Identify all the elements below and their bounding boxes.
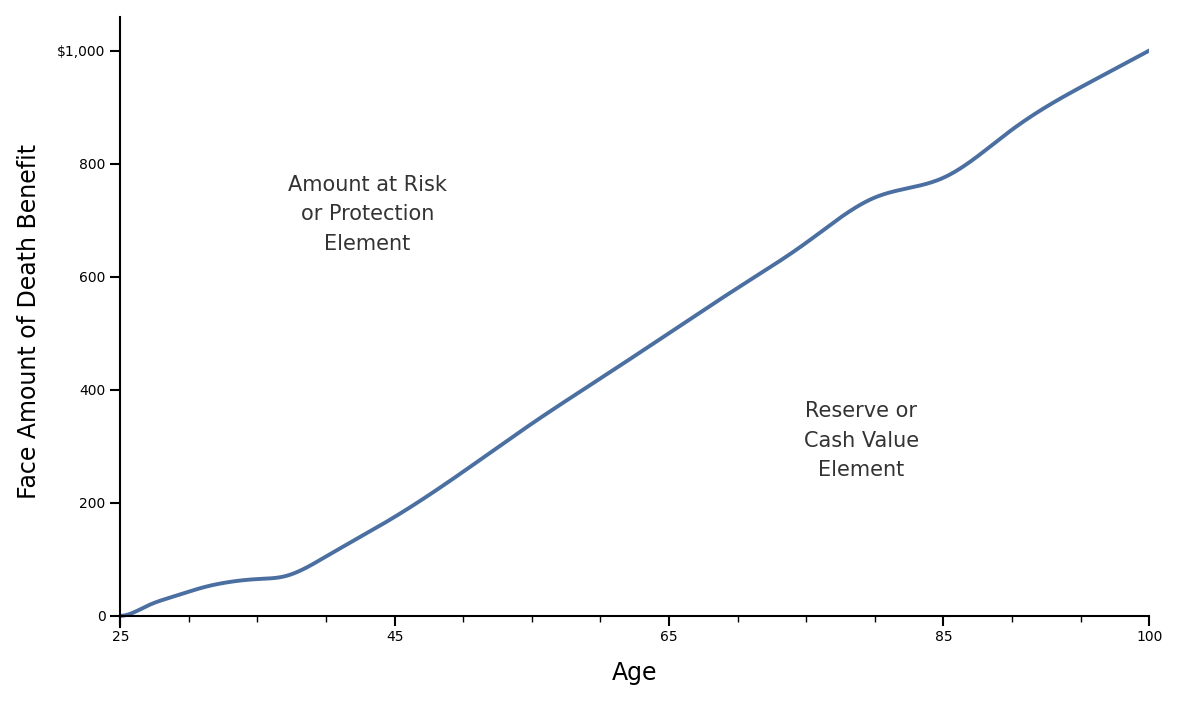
Y-axis label: Face Amount of Death Benefit: Face Amount of Death Benefit [17,144,40,499]
X-axis label: Age: Age [612,661,658,685]
Text: Amount at Risk
or Protection
Element: Amount at Risk or Protection Element [288,175,447,254]
Text: Reserve or
Cash Value
Element: Reserve or Cash Value Element [804,401,918,480]
